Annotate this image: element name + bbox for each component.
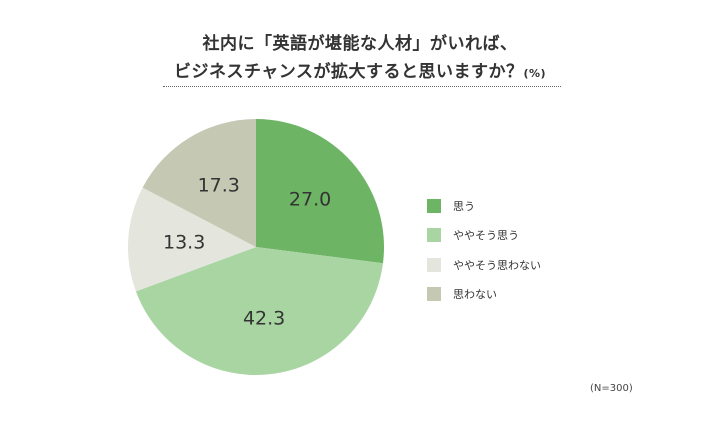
pie-slice-omou	[256, 119, 384, 264]
legend-item-yaya-omou: ややそう思う	[427, 226, 541, 244]
legend-swatch-yaya-omowanai	[427, 258, 441, 272]
data-label-omowanai: 17.3	[198, 174, 240, 196]
chart-title-line-1: 社内に「英語が堪能な人材」がいれば、	[202, 34, 518, 54]
chart-unit: (%)	[523, 67, 547, 80]
title-divider	[163, 86, 561, 87]
pie-slice-yaya-omowanai	[128, 187, 256, 292]
data-label-yaya-omowanai: 13.3	[163, 231, 205, 253]
data-label-yaya-omou: 42.3	[243, 308, 285, 330]
legend-item-omou: 思う	[427, 197, 541, 215]
legend-label-yaya-omou: ややそう思う	[453, 229, 519, 242]
data-label-omou: 27.0	[289, 188, 331, 210]
legend-label-yaya-omowanai: ややそう思わない	[453, 259, 541, 272]
sample-size-note: (N=300)	[590, 383, 633, 394]
legend-label-omowanai: 思わない	[453, 288, 497, 301]
legend-label-omou: 思う	[453, 200, 475, 213]
legend-swatch-yaya-omou	[427, 228, 441, 242]
legend: 思う ややそう思う ややそう思わない 思わない	[427, 197, 541, 314]
legend-item-omowanai: 思わない	[427, 285, 541, 303]
pie-slice-yaya-omou	[135, 247, 383, 375]
pie-slice-omowanai	[142, 119, 256, 247]
chart-title-line-2-text: ビジネスチャンスが拡大すると思いますか？	[173, 62, 524, 82]
legend-swatch-omou	[427, 199, 441, 213]
chart-title-line-2: ビジネスチャンスが拡大すると思いますか？(%)	[0, 58, 720, 88]
chart-title: 社内に「英語が堪能な人材」がいれば、 ビジネスチャンスが拡大すると思いますか？(…	[0, 30, 720, 88]
legend-swatch-omowanai	[427, 287, 441, 301]
legend-item-yaya-omowanai: ややそう思わない	[427, 256, 541, 274]
